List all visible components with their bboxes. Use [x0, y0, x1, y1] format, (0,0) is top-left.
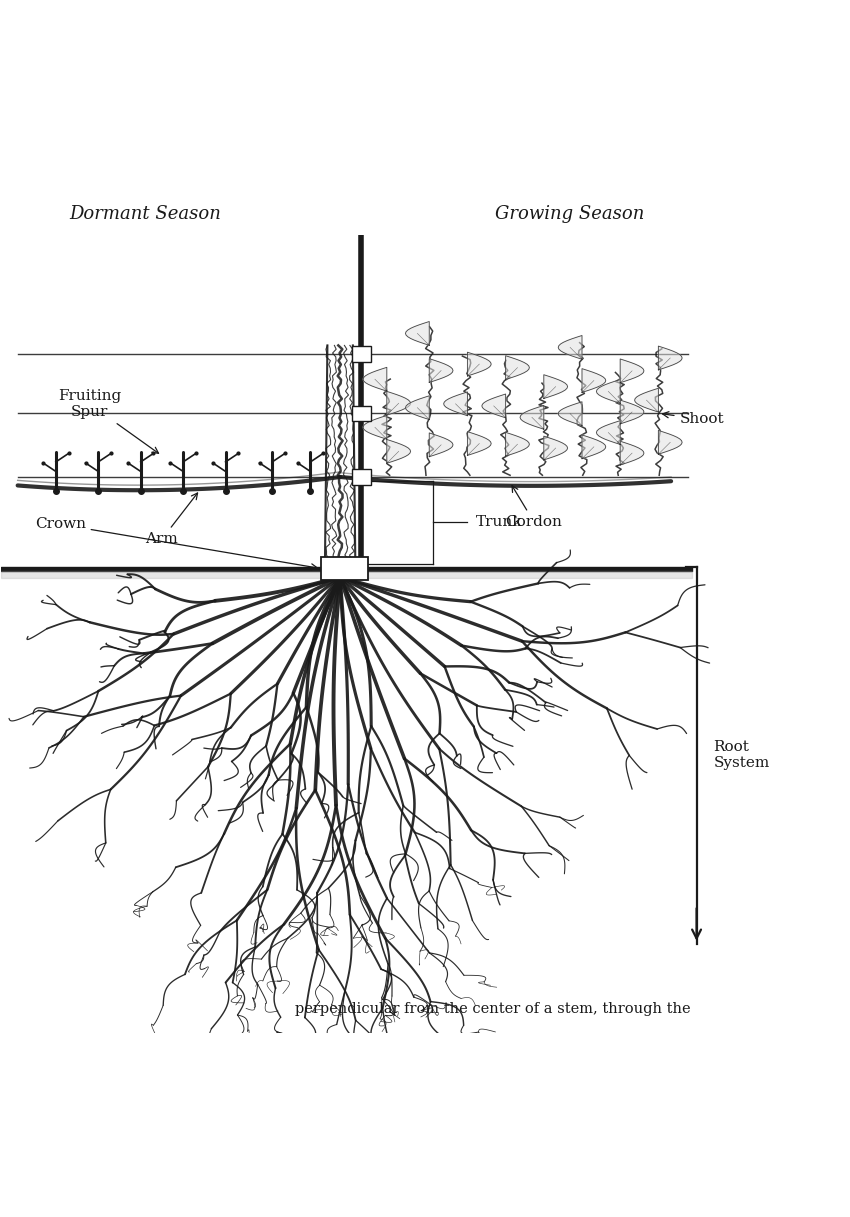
Polygon shape: [597, 421, 620, 444]
Polygon shape: [582, 369, 606, 392]
Text: Root
System: Root System: [713, 740, 770, 770]
Bar: [352, 405, 371, 421]
Text: Shoot: Shoot: [662, 411, 724, 426]
Polygon shape: [506, 432, 530, 456]
Text: Trunk: Trunk: [476, 515, 523, 529]
Polygon shape: [620, 359, 644, 382]
Polygon shape: [620, 400, 644, 424]
Bar: [352, 470, 371, 484]
Polygon shape: [544, 436, 568, 460]
Text: Fruiting
Spur: Fruiting Spur: [58, 389, 159, 453]
Text: Cordon: Cordon: [506, 486, 563, 529]
Polygon shape: [444, 392, 468, 416]
Bar: [321, 556, 368, 581]
Polygon shape: [468, 352, 491, 376]
Polygon shape: [468, 432, 491, 455]
Polygon shape: [558, 402, 582, 426]
Polygon shape: [506, 355, 530, 380]
Polygon shape: [635, 388, 659, 413]
Text: Arm: Arm: [145, 493, 197, 546]
Polygon shape: [558, 336, 582, 359]
Polygon shape: [429, 433, 453, 456]
Polygon shape: [429, 359, 453, 382]
Polygon shape: [659, 431, 683, 454]
Text: Growing Season: Growing Season: [495, 204, 644, 223]
Polygon shape: [582, 434, 606, 459]
Text: Crown: Crown: [35, 517, 317, 570]
Polygon shape: [659, 346, 683, 370]
Polygon shape: [387, 439, 411, 464]
Text: perpendicular from the center of a stem, through the: perpendicular from the center of a stem,…: [295, 1002, 691, 1016]
Bar: [352, 347, 371, 361]
Polygon shape: [405, 321, 429, 346]
Polygon shape: [520, 405, 544, 430]
Polygon shape: [363, 415, 387, 439]
Polygon shape: [405, 396, 429, 420]
Polygon shape: [482, 394, 506, 417]
Polygon shape: [544, 375, 568, 398]
Polygon shape: [387, 392, 411, 415]
Polygon shape: [620, 442, 644, 465]
Polygon shape: [363, 368, 387, 391]
Text: Dormant Season: Dormant Season: [69, 204, 221, 223]
Polygon shape: [597, 380, 620, 403]
